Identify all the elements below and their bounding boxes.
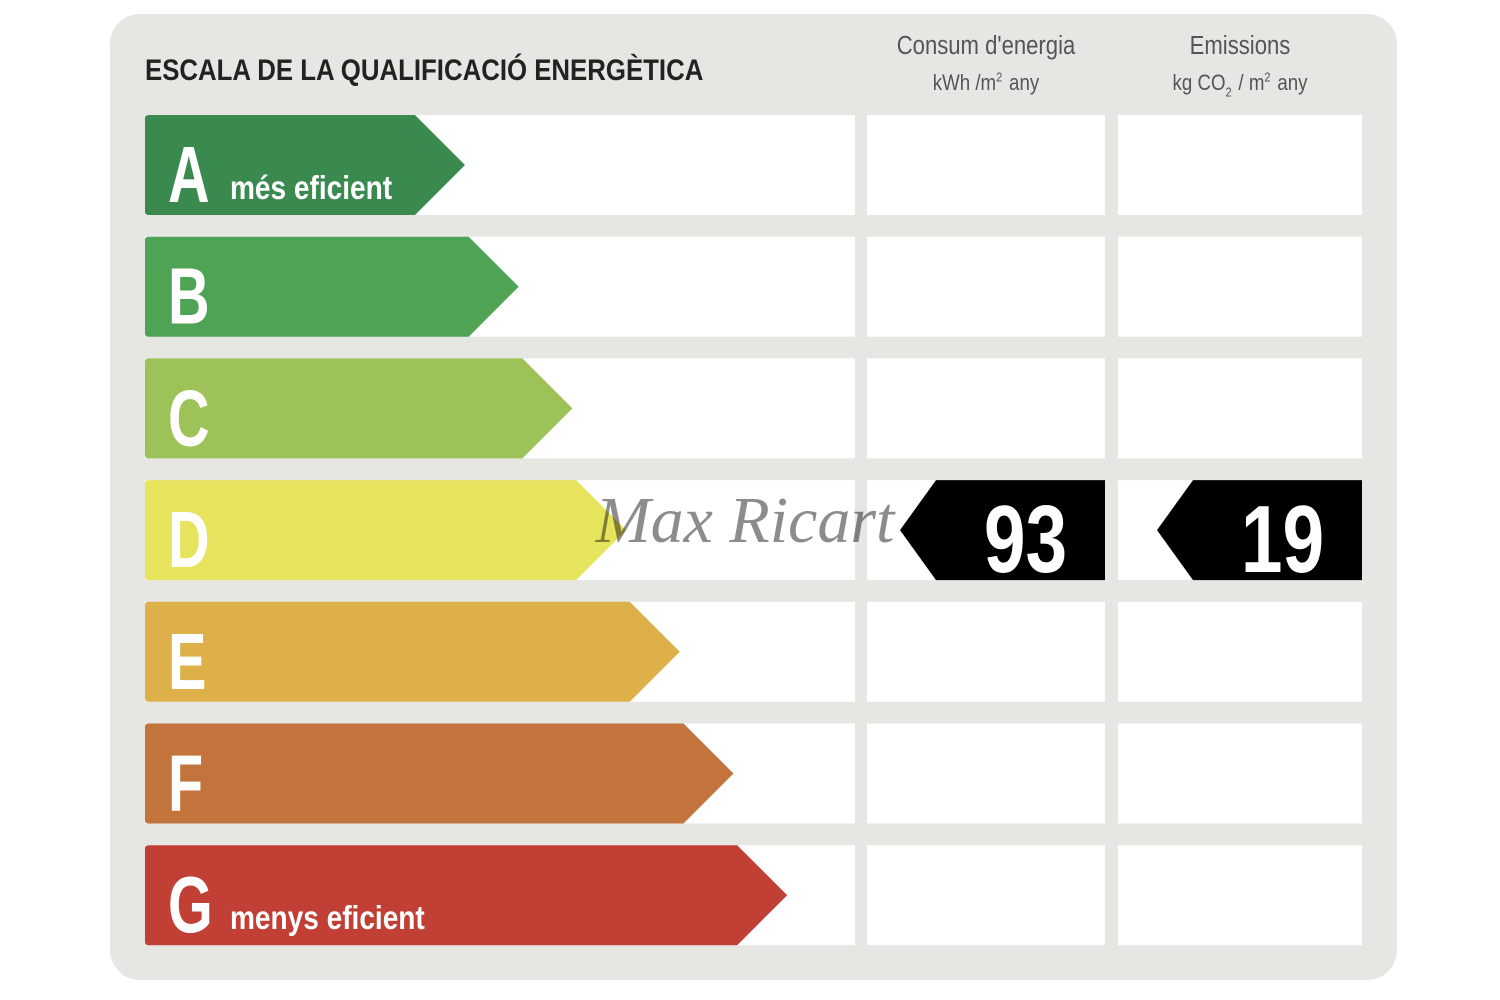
column-title: Emissions <box>1190 31 1291 60</box>
rating-label: menys eficient <box>230 900 425 937</box>
value-cell <box>1118 236 1362 337</box>
rating-letter: G <box>168 860 213 950</box>
rating-letter: E <box>168 616 206 706</box>
value-cell <box>1118 723 1362 824</box>
unit-part: 2 <box>996 69 1002 84</box>
rating-arrow <box>145 115 465 215</box>
unit-part: 2 <box>1264 69 1270 84</box>
rating-value: 19 <box>1241 486 1324 593</box>
rating-arrow <box>145 845 788 946</box>
rating-letter: C <box>168 373 210 463</box>
value-cell <box>867 236 1105 337</box>
rating-label: més eficient <box>230 170 392 207</box>
unit-part: any <box>1009 72 1040 96</box>
rating-letter: B <box>168 251 210 341</box>
rating-arrow <box>145 723 734 824</box>
rating-arrow <box>145 358 573 459</box>
rating-letter: D <box>168 495 210 585</box>
unit-part: 2 <box>1226 84 1232 99</box>
column-unit: kWh /m2 any <box>933 69 1040 95</box>
rating-arrow <box>145 236 519 337</box>
rating-letter: F <box>168 738 203 828</box>
value-cell <box>867 845 1105 946</box>
rating-tag <box>1157 480 1362 581</box>
value-cell <box>1118 601 1362 702</box>
rating-value: 93 <box>984 486 1067 593</box>
watermark: Max Ricart <box>595 484 896 557</box>
value-cell <box>867 601 1105 702</box>
rating-letter: A <box>168 130 210 220</box>
unit-part: kWh /m <box>933 72 996 96</box>
value-cell <box>1118 845 1362 946</box>
unit-part: kg CO <box>1173 72 1226 96</box>
value-cell <box>1118 358 1362 459</box>
rating-arrow <box>145 480 627 581</box>
value-cell <box>867 358 1105 459</box>
value-cell <box>867 723 1105 824</box>
value-cell <box>1118 115 1362 215</box>
column-title: Consum d'energia <box>897 31 1076 60</box>
unit-part: / m <box>1238 72 1264 96</box>
unit-part: any <box>1277 72 1308 96</box>
rating-arrow <box>145 601 680 702</box>
rating-tag <box>900 480 1105 581</box>
title: ESCALA DE LA QUALIFICACIÓ ENERGÈTICA <box>145 53 703 86</box>
value-cell <box>867 115 1105 215</box>
column-unit: kg CO2/ m2 any <box>1173 69 1309 99</box>
